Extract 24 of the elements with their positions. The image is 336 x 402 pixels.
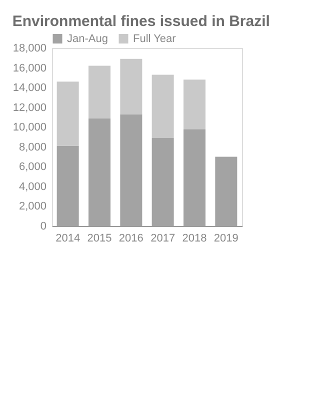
y-tick-label: 0 [40,220,46,232]
y-tick-label: 2,000 [18,200,46,213]
bar [56,82,79,146]
y-tick-label: 12,000 [12,102,46,114]
x-tick-label: 2016 [118,232,144,244]
bar [152,74,174,138]
x-tick-label: 2017 [150,232,176,244]
x-tick-label: 2015 [87,232,112,244]
bar [184,80,206,130]
x-tick-label: 2018 [182,232,207,244]
bar [88,66,110,118]
y-tick-label: 18,000 [12,42,46,54]
chart-title: Environmental fines issued in Brazil [12,13,270,30]
y-tick-label: 6,000 [18,161,46,174]
x-tick-label: 2019 [214,232,238,244]
y-tick-label: 4,000 [18,180,46,193]
legend-label: Full Year [133,32,176,45]
legend-label: Jan-Aug [67,32,108,45]
y-tick-label: 10,000 [12,122,46,134]
y-tick-label: 14,000 [12,82,46,94]
y-tick-label: 16,000 [12,62,46,74]
bar [120,58,142,114]
y-tick-label: 8,000 [18,141,46,154]
x-tick-label: 2014 [56,232,80,244]
